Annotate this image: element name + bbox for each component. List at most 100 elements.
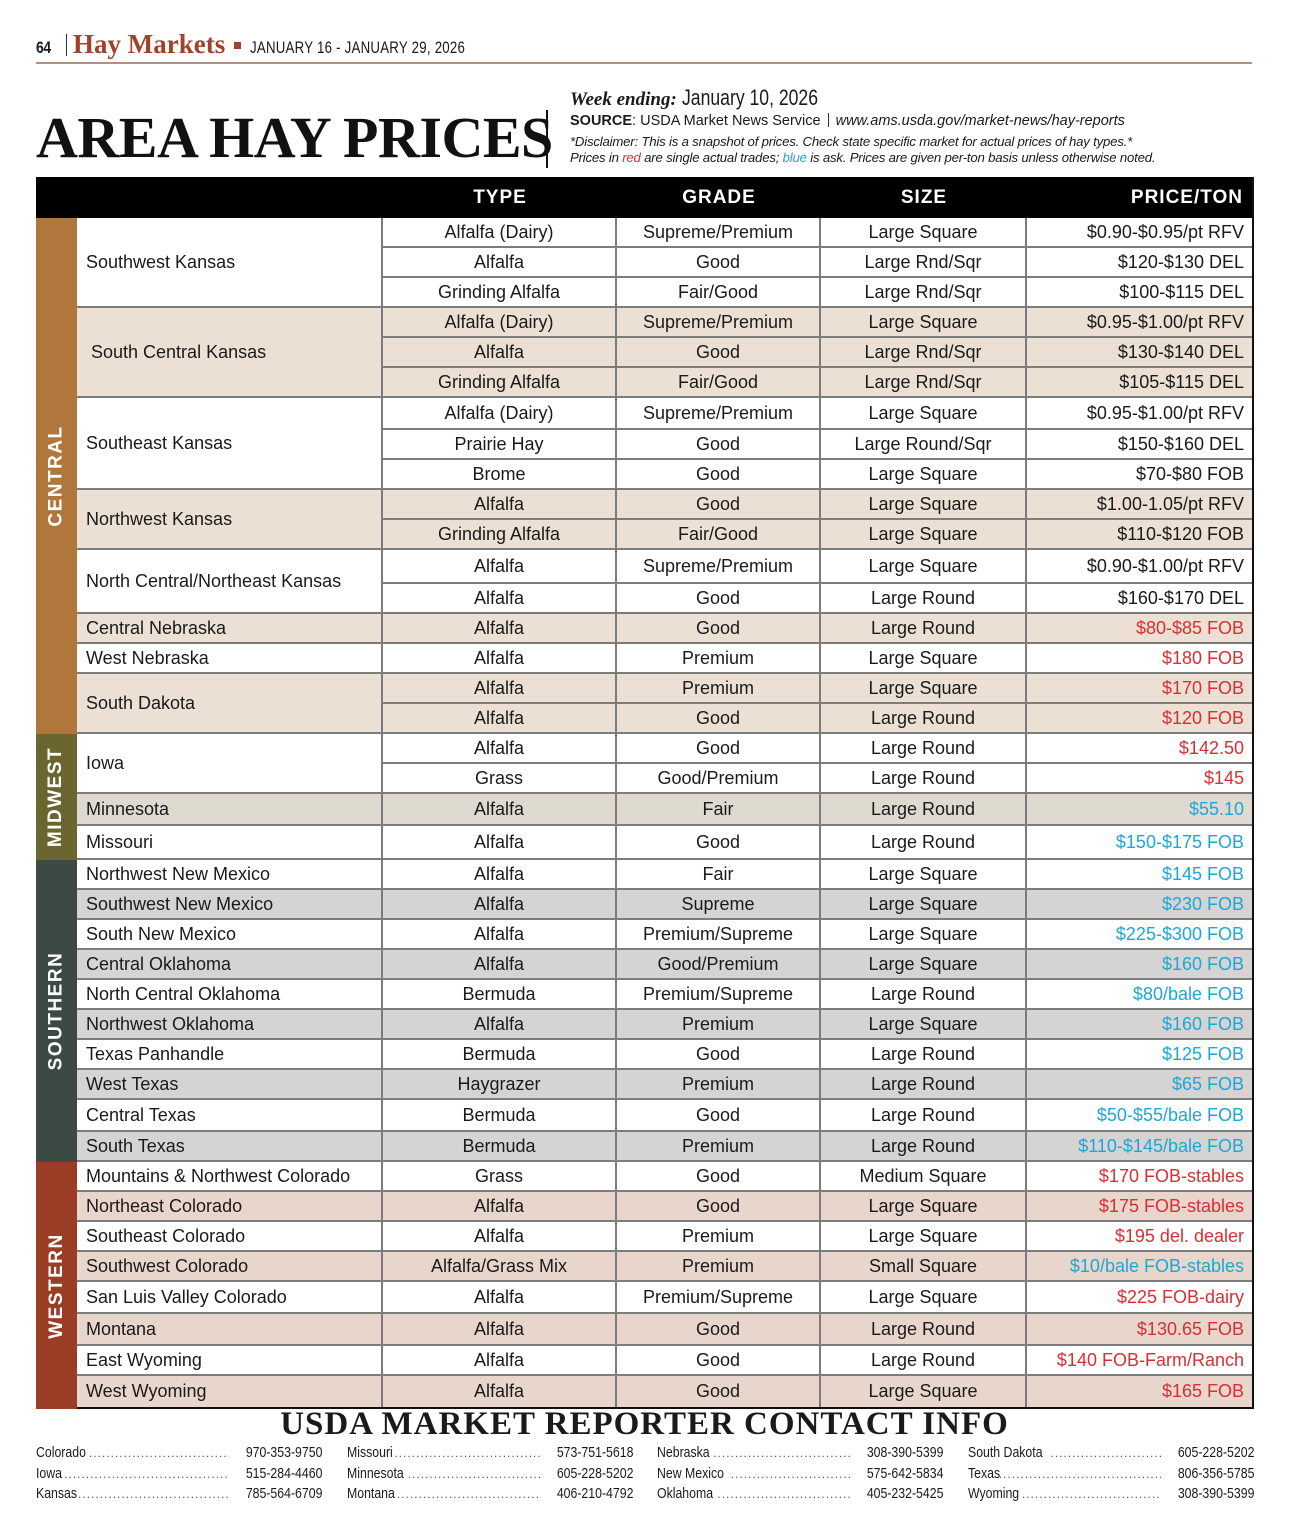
region-band-southern: SOUTHERN — [36, 860, 77, 1162]
contact-phone[interactable]: 515-284-4460 — [245, 1464, 323, 1482]
price-cell: $0.95-$1.00/pt RFV — [1027, 308, 1254, 338]
location-cell: North Central Oklahoma — [77, 980, 383, 1010]
source-divider — [827, 113, 829, 127]
location-cell: South Texas — [77, 1132, 383, 1162]
contact-phone[interactable]: 785-564-6709 — [245, 1485, 323, 1502]
title-divider — [546, 110, 548, 168]
size-cell: Large Square — [821, 218, 1027, 248]
type-cell: Alfalfa — [383, 704, 617, 734]
size-cell: Large Round — [821, 794, 1027, 826]
size-cell: Large Square — [821, 1222, 1027, 1252]
issue-dates: JANUARY 16 - JANUARY 29, 2026 — [250, 38, 466, 57]
size-cell: Large Square — [821, 860, 1027, 890]
price-cell: $150-$160 DEL — [1027, 430, 1254, 460]
location-cell: North Central/Northeast Kansas — [77, 550, 383, 614]
contact-phone[interactable]: 405-232-5425 — [866, 1485, 944, 1502]
contact-entry: Missouri 573-751-5618 — [347, 1443, 634, 1464]
location-cell: Minnesota — [77, 794, 383, 826]
table-border-bottom — [77, 1407, 1254, 1409]
type-cell: Alfalfa — [383, 584, 617, 614]
contact-phone[interactable]: 573-751-5618 — [556, 1444, 633, 1461]
type-cell: Alfalfa — [383, 1314, 617, 1346]
grade-cell: Good — [617, 460, 821, 490]
location-cell: Southeast Kansas — [77, 398, 383, 490]
location-cell: Northeast Colorado — [77, 1192, 383, 1222]
grade-cell: Good — [617, 1162, 821, 1192]
grade-cell: Supreme/Premium — [617, 218, 821, 248]
location-cell: West Nebraska — [77, 644, 383, 674]
location-cell: Southwest Colorado — [77, 1252, 383, 1282]
contact-phone[interactable]: 575-642-5834 — [866, 1464, 944, 1482]
price-cell: $145 FOB — [1027, 860, 1254, 890]
legend-text: Prices in — [570, 150, 623, 165]
location-cell: South Central Kansas — [77, 308, 383, 398]
source-link[interactable]: www.ams.usda.gov/market-news/hay-reports — [835, 113, 1125, 129]
contact-phone[interactable]: 806-356-5785 — [1177, 1464, 1254, 1482]
contact-phone[interactable]: 308-390-5399 — [866, 1444, 944, 1461]
type-cell: Alfalfa — [383, 338, 617, 368]
price-cell: $170 FOB-stables — [1027, 1162, 1254, 1192]
type-cell: Grinding Alfalfa — [383, 368, 617, 398]
type-cell: Haygrazer — [383, 1070, 617, 1100]
grade-cell: Good — [617, 248, 821, 278]
price-cell: $100-$115 DEL — [1027, 278, 1254, 308]
grade-cell: Premium — [617, 1070, 821, 1100]
leader-dots — [713, 1443, 850, 1464]
size-cell: Large Round — [821, 1070, 1027, 1100]
grade-cell: Good — [617, 584, 821, 614]
size-cell: Small Square — [821, 1252, 1027, 1282]
type-cell: Bermuda — [383, 1040, 617, 1070]
leader-dots — [394, 1443, 539, 1464]
page-number: 64 — [36, 38, 51, 57]
size-cell: Large Round — [821, 1100, 1027, 1132]
contact-state: Montana — [346, 1485, 395, 1502]
price-cell: $160-$170 DEL — [1027, 584, 1254, 614]
price-legend: Prices in red are single actual trades; … — [570, 150, 1260, 166]
price-cell: $125 FOB — [1027, 1040, 1254, 1070]
legend-blue: blue — [782, 150, 807, 165]
region-label: WESTERN — [45, 1232, 67, 1339]
column-header-grade: GRADE — [682, 187, 756, 208]
page-header: 64 Hay Markets JANUARY 16 - JANUARY 29, … — [36, 30, 1252, 64]
price-cell: $10/bale FOB-stables — [1027, 1252, 1254, 1282]
price-cell: $195 del. dealer — [1027, 1222, 1254, 1252]
grade-cell: Supreme/Premium — [617, 398, 821, 430]
size-cell: Large Square — [821, 950, 1027, 980]
grade-cell: Premium — [617, 644, 821, 674]
grade-cell: Good — [617, 338, 821, 368]
size-cell: Large Round — [821, 614, 1027, 644]
type-cell: Alfalfa — [383, 950, 617, 980]
price-cell: $142.50 — [1027, 734, 1254, 764]
price-cell: $165 FOB — [1027, 1376, 1254, 1409]
price-cell: $80/bale FOB — [1027, 980, 1254, 1010]
contact-phone[interactable]: 406-210-4792 — [556, 1485, 633, 1502]
bullet-square-icon — [234, 42, 242, 49]
contact-phone[interactable]: 308-390-5399 — [1177, 1485, 1254, 1502]
contact-entry: Nebraska 308-390-5399 — [657, 1443, 944, 1464]
type-cell: Alfalfa — [383, 1282, 617, 1314]
type-cell: Grinding Alfalfa — [383, 520, 617, 550]
size-cell: Large Square — [821, 644, 1027, 674]
leader-dots — [408, 1464, 540, 1485]
contact-phone[interactable]: 605-228-5202 — [556, 1464, 633, 1482]
price-cell: $110-$120 FOB — [1027, 520, 1254, 550]
contact-state: Oklahoma — [657, 1485, 714, 1502]
price-cell: $145 — [1027, 764, 1254, 794]
leader-dots — [731, 1464, 850, 1485]
price-cell: $130-$140 DEL — [1027, 338, 1254, 368]
header-divider — [66, 34, 67, 56]
grade-cell: Premium — [617, 1252, 821, 1282]
contact-phone[interactable]: 605-228-5202 — [1177, 1444, 1254, 1461]
type-cell: Alfalfa — [383, 920, 617, 950]
region-band-western: WESTERN — [36, 1162, 77, 1409]
price-cell: $160 FOB — [1027, 1010, 1254, 1040]
price-cell: $1.00-1.05/pt RFV — [1027, 490, 1254, 520]
contact-phone[interactable]: 970-353-9750 — [245, 1444, 323, 1461]
size-cell: Large Round — [821, 980, 1027, 1010]
size-cell: Large Round — [821, 704, 1027, 734]
grade-cell: Good — [617, 430, 821, 460]
contact-entry: New Mexico 575-642-5834 — [657, 1464, 944, 1485]
size-cell: Large Square — [821, 1192, 1027, 1222]
size-cell: Large Square — [821, 1010, 1027, 1040]
type-cell: Alfalfa — [383, 826, 617, 860]
